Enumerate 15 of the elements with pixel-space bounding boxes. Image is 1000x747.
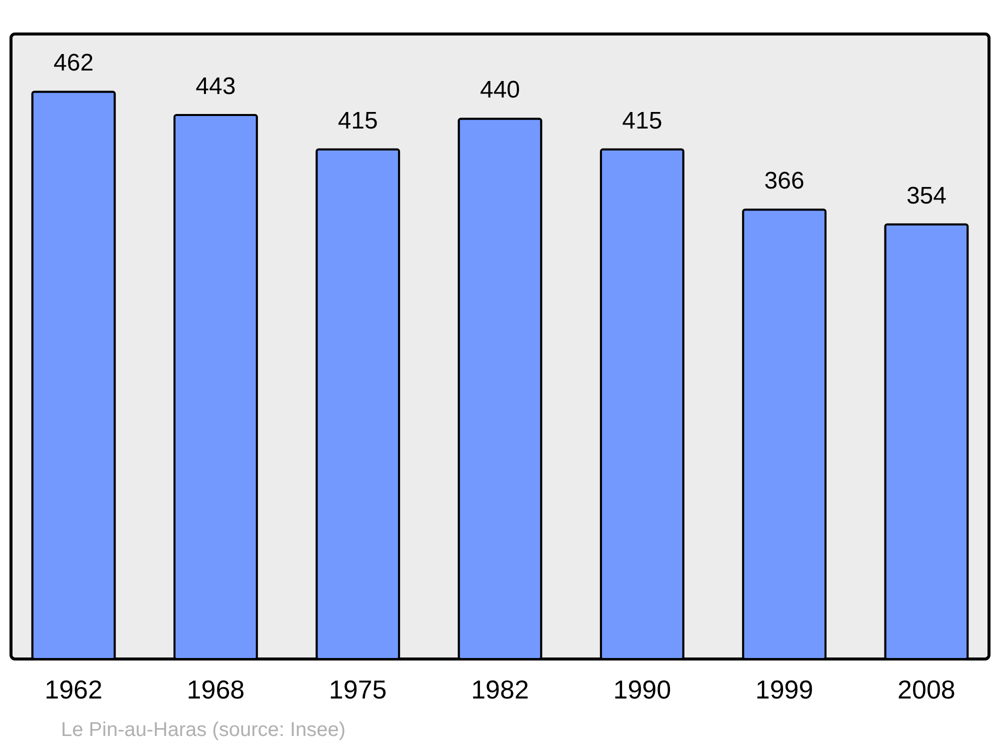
data-label: 462	[54, 50, 94, 77]
data-label: 366	[764, 168, 804, 195]
x-tick-label: 1975	[328, 674, 387, 704]
data-label: 443	[196, 73, 236, 100]
data-label: 415	[338, 107, 378, 134]
x-tick-label: 1982	[471, 674, 529, 704]
data-label: 415	[622, 107, 662, 134]
x-tick-label: 1962	[44, 674, 102, 704]
x-tick-label: 1968	[186, 674, 245, 704]
x-tick-label: 2008	[898, 674, 956, 704]
data-label: 354	[906, 182, 946, 210]
text: Le Pin-au-Haras (source: Insee)	[61, 719, 346, 741]
x-tick-label: 1990	[613, 674, 672, 704]
data-label: 440	[480, 76, 520, 104]
x-tick-label: 1999	[755, 674, 814, 704]
